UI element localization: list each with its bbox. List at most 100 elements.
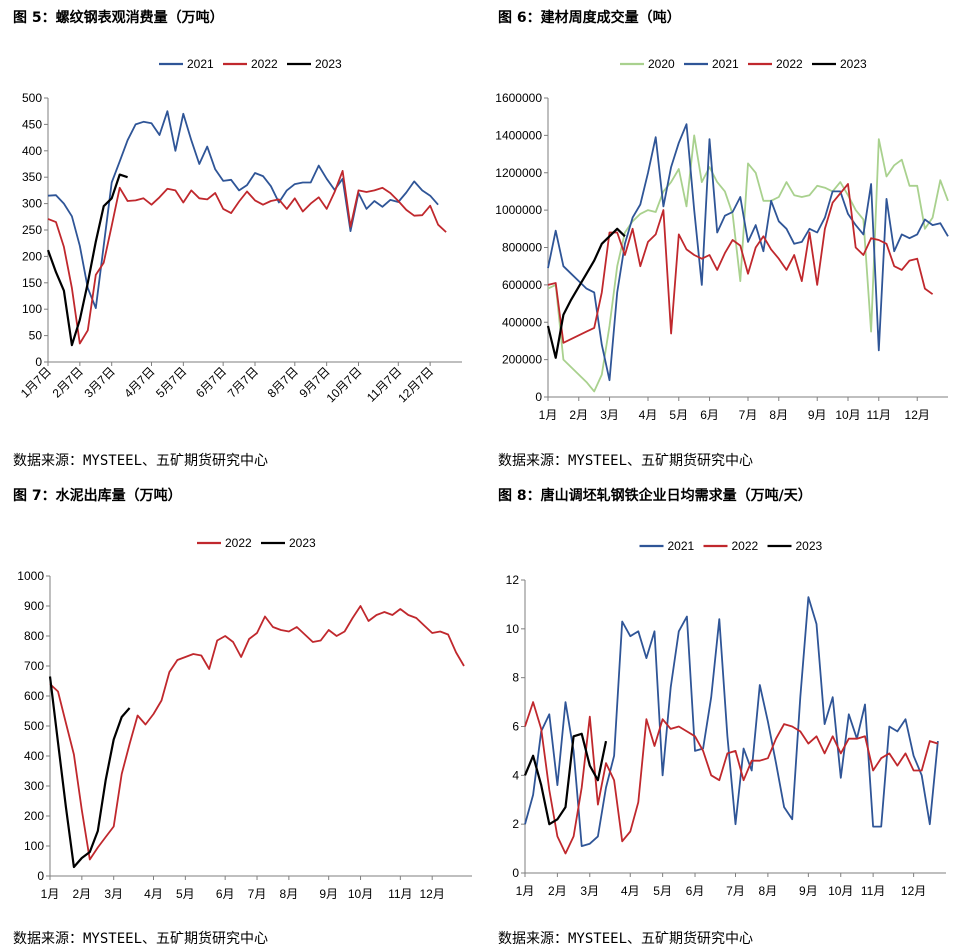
chart-tangshan-demand: 0 2 4 6 8 10 12 1月 2月 3月 4月 5月 6月 7月 8月 9月 10月 11月 12月 2021… [506, 539, 946, 898]
source-note-tangshan: 数据来源：MYSTEEL、五矿期货研究中心 [498, 931, 754, 947]
x-tick-label: 6月 [700, 408, 719, 422]
y-tick-label: 450 [22, 117, 42, 131]
y-tick-label: 400000 [502, 315, 542, 329]
x-tick-label: 2月 [569, 408, 588, 422]
y-tick-label: 700 [24, 659, 44, 673]
x-tick-label: 5月 [669, 408, 688, 422]
series-line-2021 [524, 596, 939, 847]
x-tick-label: 2月 [73, 887, 92, 901]
x-tick-label: 5月 [176, 887, 195, 901]
x-tick-label: 7月 [248, 887, 267, 901]
y-tick-label: 500 [22, 91, 42, 105]
legend-label-2022: 2022 [732, 539, 759, 553]
y-tick-label: 1000 [17, 569, 44, 583]
y-tick-label: 0 [535, 390, 542, 404]
series-line-2023 [46, 173, 128, 347]
x-tick-label: 10月 [828, 884, 853, 898]
series-line-2022 [49, 605, 465, 861]
y-tick-label: 500 [24, 719, 44, 733]
y-tick-label: 4 [512, 768, 519, 782]
legend-label-2020: 2020 [648, 57, 675, 71]
x-tick-label: 11月 [861, 884, 885, 898]
legend-label-2021: 2021 [712, 57, 739, 71]
chart-title-rebar-consumption: 图 5：螺纹钢表观消费量（万吨） [13, 10, 224, 26]
y-tick-label: 600 [24, 689, 44, 703]
x-tick-label: 9月 [799, 884, 818, 898]
source-note-cement: 数据来源：MYSTEEL、五矿期货研究中心 [13, 931, 269, 947]
y-tick-label: 200 [24, 809, 44, 823]
y-tick-label: 2 [512, 817, 519, 831]
y-tick-label: 6 [512, 720, 519, 734]
x-tick-label: 7月 [739, 408, 758, 422]
x-tick-label: 8月 [759, 884, 778, 898]
x-tick-label: 11月 [388, 887, 412, 901]
series-line-2023 [523, 732, 608, 826]
y-tick-label: 1400000 [495, 128, 542, 142]
y-tick-label: 1200000 [495, 166, 542, 180]
x-tick-label: 8月 [280, 887, 299, 901]
series-line-2020 [547, 134, 949, 393]
x-tick-label: 10月 [348, 887, 373, 901]
y-tick-label: 100 [24, 839, 44, 853]
y-tick-label: 8 [512, 671, 519, 685]
y-tick-label: 900 [24, 599, 44, 613]
series-line-2022 [47, 169, 447, 345]
y-tick-label: 400 [22, 144, 42, 158]
source-note-building-materials: 数据来源：MYSTEEL、五矿期货研究中心 [498, 453, 754, 469]
series-line-2023 [546, 227, 626, 359]
y-tick-label: 0 [37, 869, 44, 883]
legend-label-2022: 2022 [251, 57, 278, 71]
chart-title-cement-shipment: 图 7：水泥出库量（万吨） [13, 488, 182, 504]
y-tick-label: 1600000 [495, 91, 542, 105]
x-tick-label: 4月 [639, 408, 658, 422]
x-tick-label: 4月 [144, 887, 163, 901]
legend-label-2023: 2023 [840, 57, 867, 71]
x-tick-label: 12月 [905, 408, 930, 422]
legend-label-2022: 2022 [776, 57, 803, 71]
chart-title-tangshan-demand: 图 8：唐山调坯轧钢铁企业日均需求量（万吨/天） [498, 488, 812, 504]
x-tick-label: 6月 [216, 887, 235, 901]
y-tick-label: 50 [29, 329, 43, 343]
chart-rebar-consumption: 0501001502002503003504004505001月7日2月7日3月… [18, 57, 462, 405]
x-tick-label: 2月 [548, 884, 567, 898]
legend-label-2021: 2021 [187, 57, 214, 71]
y-tick-label: 400 [24, 749, 44, 763]
source-note-rebar: 数据来源：MYSTEEL、五矿期货研究中心 [13, 453, 269, 469]
y-tick-label: 200 [22, 249, 42, 263]
x-tick-label: 5月 [653, 884, 672, 898]
x-tick-label: 12月 [901, 884, 926, 898]
x-tick-label: 9月 [319, 887, 338, 901]
y-tick-label: 350 [22, 170, 42, 184]
y-tick-label: 300 [22, 197, 42, 211]
legend-label-2023: 2023 [289, 536, 316, 550]
y-tick-label: 150 [22, 276, 42, 290]
legend-label-2023: 2023 [796, 539, 823, 553]
x-tick-label: 3月 [600, 408, 619, 422]
x-tick-label: 6月 [686, 884, 705, 898]
y-tick-label: 600000 [502, 278, 542, 292]
y-tick-label: 250 [22, 223, 42, 237]
y-tick-label: 1000000 [495, 203, 542, 217]
y-tick-label: 800 [24, 629, 44, 643]
series-line-2021 [547, 123, 949, 382]
legend-label-2022: 2022 [225, 536, 252, 550]
chart-building-materials-volume: 0 200000 400000 600000 800000 1000000 1200000 1… [495, 57, 949, 422]
legend-label-2021: 2021 [668, 539, 695, 553]
x-tick-label: 1月 [41, 887, 60, 901]
y-tick-label: 800000 [502, 241, 542, 255]
x-tick-label: 10月 [835, 408, 860, 422]
y-tick-label: 0 [512, 866, 519, 880]
x-tick-label: 3月 [580, 884, 599, 898]
x-tick-label: 7月 [726, 884, 745, 898]
x-tick-label: 9月 [808, 408, 827, 422]
y-tick-label: 300 [24, 779, 44, 793]
legend-label-2023: 2023 [315, 57, 342, 71]
series-line-2021 [47, 110, 439, 310]
y-tick-label: 200000 [502, 353, 542, 367]
x-tick-label: 1月 [516, 884, 535, 898]
x-tick-label: 1月 [539, 408, 558, 422]
series-line-2022 [524, 701, 939, 855]
x-tick-label: 11月 [867, 408, 891, 422]
y-tick-label: 100 [22, 302, 42, 316]
x-tick-label: 12月 [420, 887, 445, 901]
